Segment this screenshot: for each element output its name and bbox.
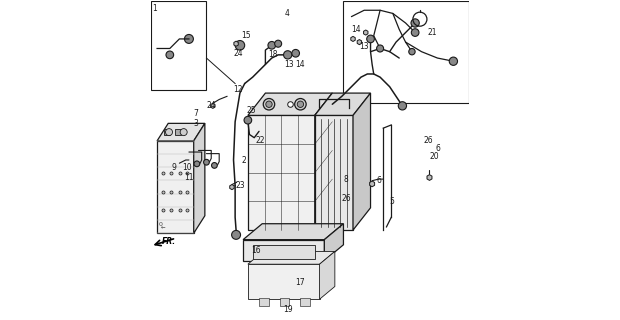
Text: 12: 12	[234, 85, 243, 94]
Polygon shape	[248, 116, 315, 230]
Text: 13: 13	[285, 60, 294, 69]
Text: FR.: FR.	[162, 237, 176, 246]
Text: 26: 26	[342, 194, 352, 203]
Circle shape	[366, 35, 374, 43]
Text: 9: 9	[171, 164, 176, 172]
Text: 11: 11	[184, 173, 193, 182]
Circle shape	[266, 101, 272, 108]
Text: 7: 7	[193, 109, 198, 118]
Circle shape	[411, 19, 419, 27]
Text: 24: 24	[234, 49, 243, 58]
Polygon shape	[193, 123, 205, 233]
Polygon shape	[315, 93, 371, 116]
Circle shape	[232, 230, 241, 239]
Text: 4: 4	[285, 9, 290, 18]
Circle shape	[283, 51, 292, 59]
Bar	[280, 298, 290, 306]
Text: 21: 21	[428, 28, 437, 37]
Bar	[151, 1, 206, 90]
Polygon shape	[370, 181, 374, 187]
Bar	[253, 245, 315, 259]
Text: 13: 13	[360, 42, 369, 52]
Circle shape	[194, 161, 200, 167]
Text: 6: 6	[377, 176, 382, 185]
Bar	[300, 298, 310, 306]
Text: 19: 19	[283, 305, 293, 314]
Polygon shape	[357, 40, 361, 45]
Polygon shape	[427, 175, 432, 180]
Polygon shape	[248, 264, 319, 299]
Circle shape	[268, 42, 275, 49]
Text: 6: 6	[436, 144, 441, 153]
Text: 14: 14	[352, 25, 361, 34]
Polygon shape	[363, 30, 368, 35]
Circle shape	[398, 102, 407, 110]
Text: 22: 22	[256, 136, 265, 145]
Text: 25: 25	[246, 106, 256, 115]
Circle shape	[211, 163, 217, 168]
Polygon shape	[324, 224, 343, 261]
Circle shape	[292, 50, 299, 57]
Polygon shape	[230, 185, 234, 190]
Text: 0: 0	[159, 222, 162, 227]
Circle shape	[166, 51, 174, 59]
Polygon shape	[211, 103, 215, 108]
Circle shape	[235, 41, 245, 50]
Polygon shape	[319, 252, 335, 299]
Circle shape	[376, 45, 384, 52]
Text: 26: 26	[423, 136, 433, 145]
Circle shape	[185, 35, 193, 44]
Text: 20: 20	[430, 152, 439, 161]
Polygon shape	[353, 93, 371, 230]
Circle shape	[275, 40, 281, 47]
Circle shape	[166, 129, 172, 136]
Bar	[343, 1, 469, 103]
Polygon shape	[315, 93, 332, 230]
Circle shape	[244, 116, 252, 124]
Polygon shape	[315, 116, 353, 230]
Text: 18: 18	[268, 50, 278, 59]
Circle shape	[264, 99, 275, 110]
Circle shape	[409, 49, 415, 55]
Text: 1: 1	[153, 4, 157, 13]
Polygon shape	[248, 93, 332, 116]
Bar	[259, 298, 269, 306]
Circle shape	[411, 29, 419, 36]
Polygon shape	[234, 41, 238, 46]
Circle shape	[294, 99, 306, 110]
Polygon shape	[243, 224, 343, 240]
Text: 5: 5	[389, 197, 394, 206]
Polygon shape	[157, 123, 205, 141]
Polygon shape	[157, 141, 193, 233]
Polygon shape	[351, 36, 355, 42]
Text: 17: 17	[296, 278, 305, 287]
Text: 16: 16	[251, 246, 260, 255]
Polygon shape	[248, 252, 335, 264]
Text: 3: 3	[193, 119, 198, 128]
Polygon shape	[243, 240, 324, 261]
Text: 10: 10	[182, 164, 192, 172]
Text: 23: 23	[235, 181, 245, 190]
Text: 24: 24	[206, 101, 216, 110]
Text: 2: 2	[242, 156, 246, 164]
Circle shape	[450, 57, 458, 65]
Text: 8: 8	[343, 175, 348, 184]
Text: $\leftarrow$: $\leftarrow$	[159, 224, 166, 231]
Circle shape	[180, 129, 187, 136]
Text: 15: 15	[242, 31, 251, 40]
Circle shape	[297, 101, 304, 108]
Text: 14: 14	[296, 60, 305, 69]
Circle shape	[203, 159, 210, 165]
